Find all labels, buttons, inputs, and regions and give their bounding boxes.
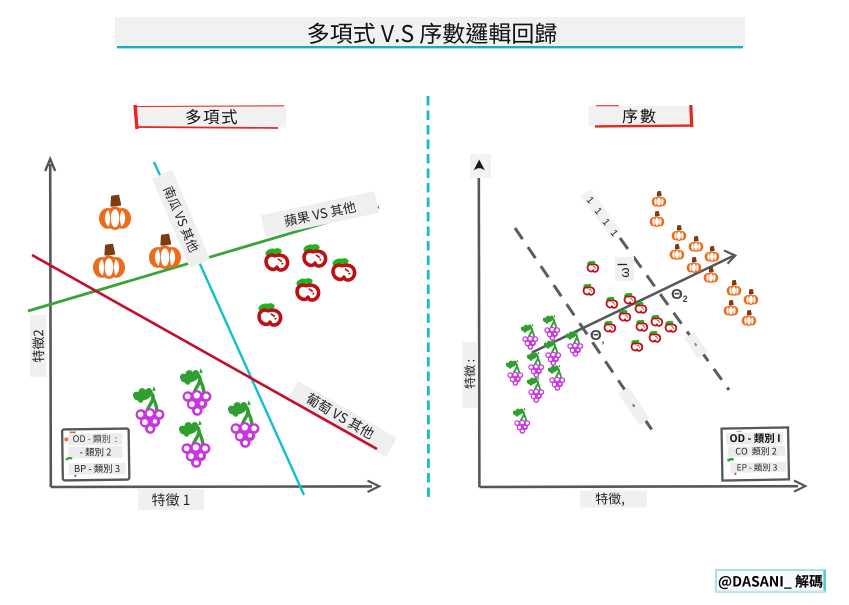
svg-text:1: 1	[592, 206, 604, 218]
svg-text:1: 1	[584, 195, 596, 207]
svg-text:ω: ω	[617, 268, 632, 278]
svg-text:Θ,: Θ,	[590, 327, 605, 346]
svg-text:1: 1	[608, 228, 620, 240]
svg-text:1: 1	[600, 217, 612, 229]
